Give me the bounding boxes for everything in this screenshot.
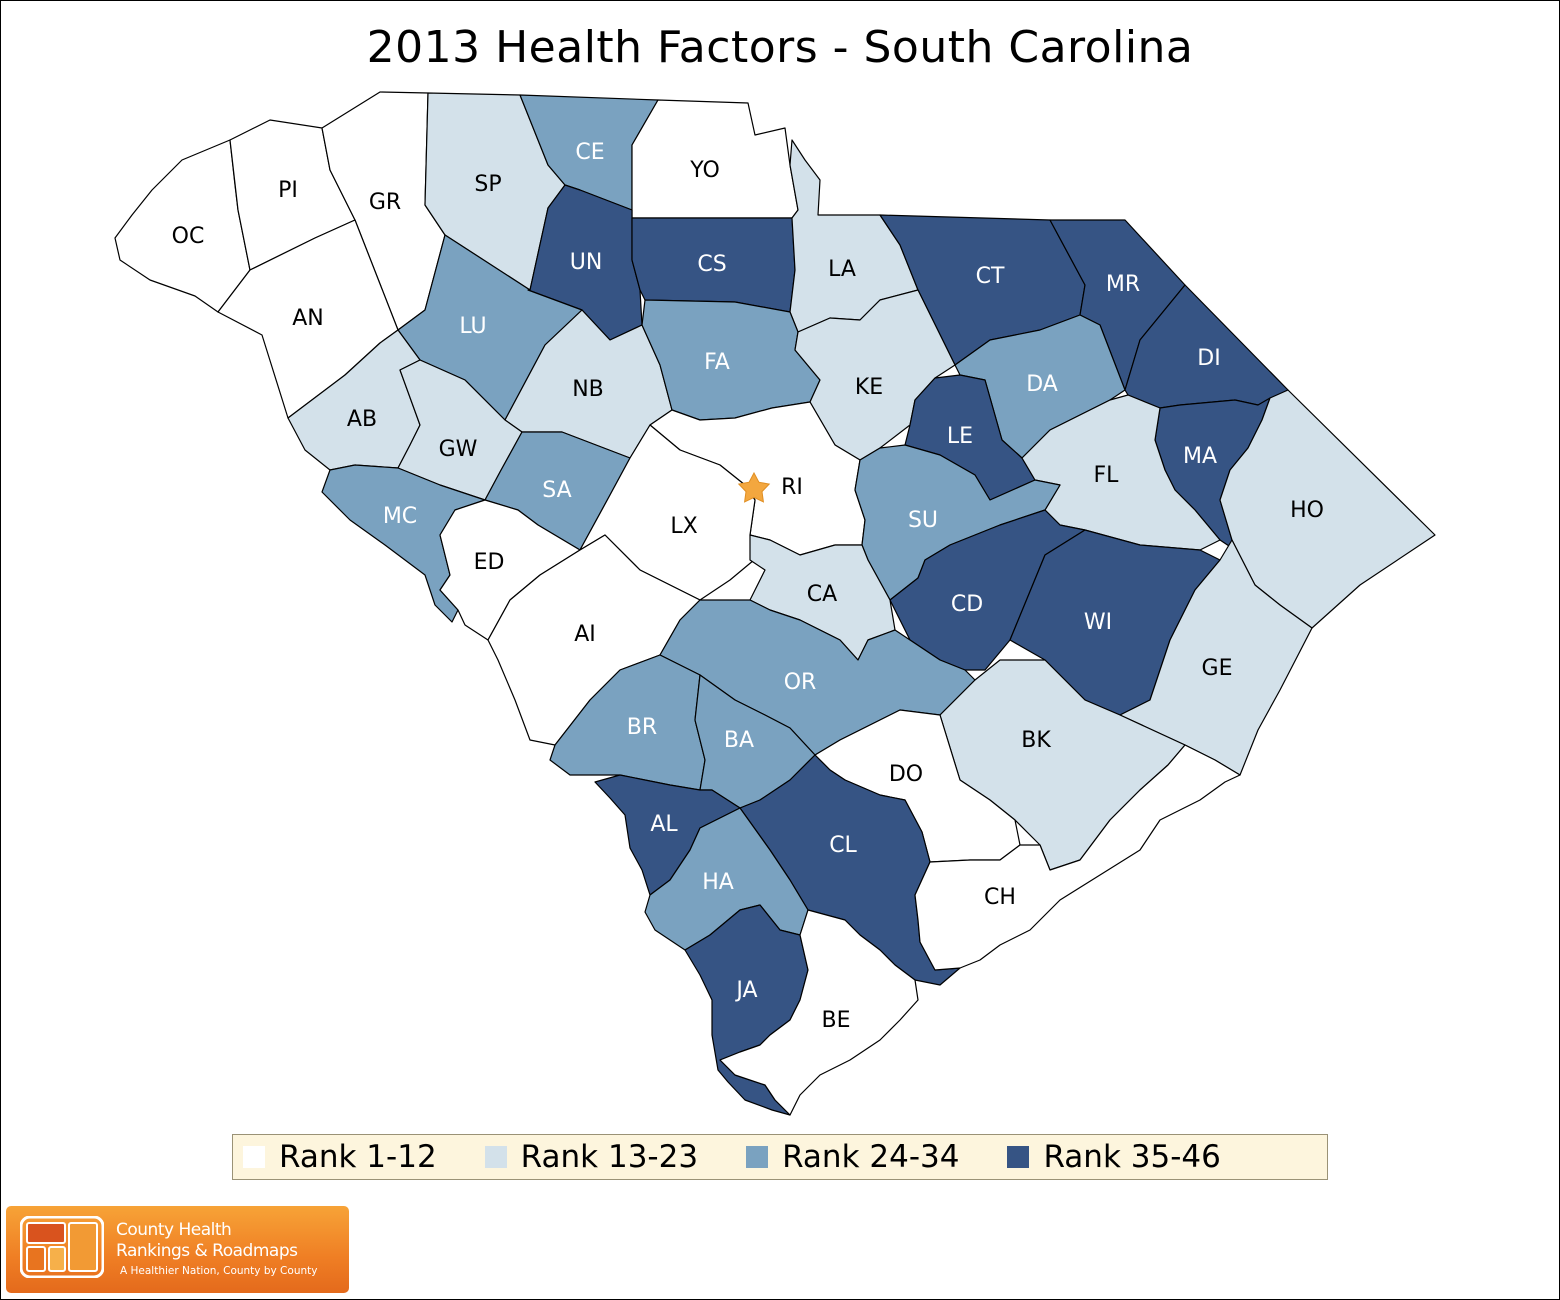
county-label-cs: CS — [697, 252, 726, 277]
county-label-gw: GW — [439, 437, 478, 462]
county-label-ja: JA — [734, 978, 757, 1003]
legend-item: Rank 24-34 — [746, 1139, 959, 1175]
county-label-or: OR — [784, 670, 817, 695]
county-label-ai: AI — [574, 622, 596, 647]
county-label-ge: GE — [1202, 656, 1233, 681]
county-label-da: DA — [1026, 372, 1058, 397]
county-label-ha: HA — [702, 870, 734, 895]
county-label-ba: BA — [724, 728, 754, 753]
map-title: 2013 Health Factors - South Carolina — [366, 22, 1194, 73]
county-label-le: LE — [947, 424, 973, 449]
legend-label: Rank 13-23 — [520, 1139, 699, 1175]
county-label-nb: NB — [572, 377, 604, 402]
county-label-wi: WI — [1084, 610, 1112, 635]
legend-swatch — [243, 1146, 265, 1168]
county-label-ma: MA — [1183, 444, 1217, 469]
legend-swatch — [746, 1146, 769, 1168]
county-label-ab: AB — [347, 407, 377, 432]
legend-label: Rank 1-12 — [279, 1139, 437, 1175]
legend-label: Rank 35-46 — [1043, 1139, 1221, 1175]
county-label-ke: KE — [855, 375, 883, 400]
county-label-ca: CA — [807, 582, 837, 607]
county-label-oc: OC — [172, 224, 205, 249]
legend-item: Rank 1-12 — [243, 1139, 437, 1175]
roadmap-logo-icon — [20, 1216, 104, 1278]
legend: Rank 1-12 Rank 13-23 Rank 24-34 Rank 35-46 — [232, 1134, 1328, 1180]
county-label-di: DI — [1197, 346, 1220, 371]
logo-line-1: County Health — [116, 1220, 232, 1240]
county-label-be: BE — [822, 1008, 851, 1033]
legend-item: Rank 35-46 — [1007, 1139, 1221, 1175]
county-label-la: LA — [828, 257, 856, 282]
county-label-cd: CD — [951, 592, 983, 617]
county-label-mr: MR — [1106, 272, 1140, 297]
legend-swatch — [484, 1146, 507, 1168]
county-be[interactable] — [719, 909, 919, 1116]
county-label-ri: RI — [781, 475, 803, 500]
county-label-mc: MC — [383, 504, 417, 529]
county-label-ct: CT — [976, 264, 1005, 289]
county-label-un: UN — [570, 250, 603, 275]
county-label-do: DO — [889, 762, 923, 787]
county-label-lx: LX — [670, 514, 697, 539]
county-label-bk: BK — [1021, 728, 1051, 753]
county-label-ed: ED — [474, 550, 505, 575]
county-label-fa: FA — [704, 350, 730, 375]
county-label-pi: PI — [278, 178, 298, 203]
county-label-su: SU — [908, 508, 938, 533]
legend-label: Rank 24-34 — [782, 1139, 960, 1175]
county-label-ch: CH — [984, 885, 1016, 910]
county-health-rankings-logo[interactable]: County Health Rankings & Roadmaps A Heal… — [6, 1206, 349, 1293]
county-label-cl: CL — [829, 833, 857, 858]
legend-swatch — [1007, 1146, 1030, 1168]
county-label-yo: YO — [689, 158, 720, 183]
county-label-sa: SA — [542, 478, 571, 503]
logo-tagline: A Healthier Nation, County by County — [120, 1265, 318, 1277]
capital-star-icon — [737, 471, 771, 503]
county-label-an: AN — [292, 306, 324, 331]
county-label-sp: SP — [474, 172, 501, 197]
county-label-al: AL — [650, 812, 678, 837]
county-label-gr: GR — [369, 190, 401, 215]
county-label-fl: FL — [1094, 463, 1120, 488]
county-ch[interactable] — [914, 744, 1241, 971]
logo-line-2: Rankings & Roadmaps — [116, 1241, 298, 1261]
county-label-ho: HO — [1290, 498, 1324, 523]
county-label-lu: LU — [459, 314, 486, 339]
county-label-br: BR — [627, 715, 657, 740]
legend-item: Rank 13-23 — [484, 1139, 699, 1175]
county-label-ce: CE — [575, 140, 604, 165]
